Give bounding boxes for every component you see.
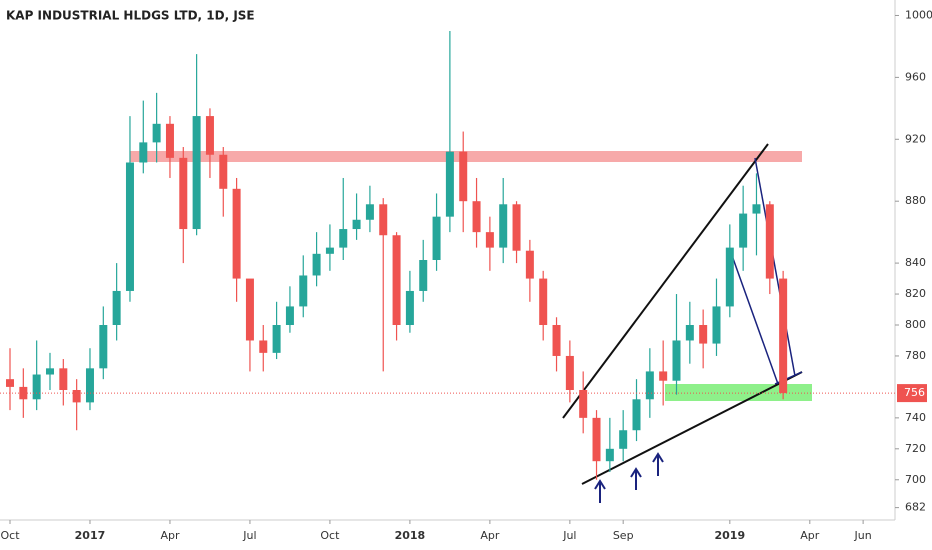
candle-body: [579, 390, 588, 418]
y-tick-label: 1000: [905, 8, 932, 21]
y-tick-label: 880: [905, 194, 926, 207]
candle-body: [632, 399, 641, 431]
candle-body: [552, 325, 561, 356]
x-tick-label: 2018: [395, 529, 426, 542]
y-tick-label: 820: [905, 287, 926, 300]
trend-line: [581, 371, 803, 485]
y-tick-label: 720: [905, 442, 926, 455]
candle-body: [139, 142, 148, 163]
candle-body: [659, 371, 668, 381]
candle-body: [672, 340, 681, 381]
candle-body: [312, 253, 321, 276]
candle-body: [419, 260, 428, 291]
candle-body: [245, 278, 254, 341]
candle-body: [365, 204, 374, 220]
chart-title: KAP INDUSTRIAL HLDGS LTD, 1D, JSE: [6, 9, 255, 23]
candle-body: [32, 374, 41, 400]
candle-body: [6, 379, 14, 387]
candle-body: [205, 116, 214, 155]
x-tick-label: Apr: [480, 529, 500, 542]
pattern-line: [754, 157, 796, 377]
candle-body: [485, 232, 494, 248]
candle-body: [392, 235, 401, 325]
y-tick-label: 920: [905, 132, 926, 145]
candle-body: [432, 216, 441, 260]
candle-body: [405, 290, 414, 325]
pattern-line: [729, 249, 779, 385]
candle-body: [125, 162, 134, 291]
x-tick-label: 2019: [715, 529, 746, 542]
candle-body: [712, 306, 721, 344]
x-tick-label: Apr: [160, 529, 180, 542]
candle-body: [459, 151, 468, 202]
last-price-label: 756: [904, 386, 925, 399]
candle-body: [499, 204, 508, 248]
x-tick-label: Jun: [854, 529, 872, 542]
candle-body: [512, 204, 521, 251]
x-tick-label: Oct: [320, 529, 340, 542]
candle-body: [619, 430, 628, 449]
y-tick-label: 780: [905, 349, 926, 362]
x-tick-label: 2017: [75, 529, 106, 542]
candle-body: [339, 229, 348, 248]
x-tick-label: Oct: [0, 529, 20, 542]
x-tick-label: Jul: [242, 529, 256, 542]
candle-body: [445, 151, 454, 217]
candle-body: [259, 340, 268, 353]
candle-body: [99, 325, 108, 369]
candle-body: [699, 325, 708, 344]
y-tick-label: 800: [905, 318, 926, 331]
candle-body: [272, 325, 281, 353]
candle-body: [752, 204, 761, 214]
candle-body: [232, 188, 241, 279]
candle-body: [112, 290, 121, 325]
candle-body: [325, 247, 334, 254]
candle-body: [45, 368, 54, 375]
candle-body: [219, 154, 228, 189]
candle-body: [192, 116, 201, 230]
arrows: [594, 452, 664, 503]
candle-body: [539, 278, 548, 325]
candle-body: [645, 371, 654, 400]
y-tick-label: 960: [905, 70, 926, 83]
y-tick-label: 700: [905, 473, 926, 486]
x-tick-label: Apr: [800, 529, 820, 542]
candle-body: [85, 368, 94, 403]
candle-body: [472, 201, 481, 233]
candle-body: [765, 204, 774, 279]
x-tick-label: Jul: [562, 529, 576, 542]
candle-body: [685, 325, 694, 341]
candles: [6, 30, 788, 480]
candle-body: [605, 448, 614, 462]
candle-body: [285, 306, 294, 325]
candle-body: [725, 247, 734, 307]
x-tick-label: Sep: [613, 529, 634, 542]
candle-body: [299, 275, 308, 307]
support-zone: [665, 384, 812, 401]
candle-body: [179, 157, 188, 230]
y-tick-label: 682: [905, 501, 926, 514]
candle-body: [72, 390, 81, 403]
candle-body: [565, 355, 574, 390]
candle-body: [352, 219, 361, 230]
last-price-box: [897, 384, 927, 403]
candle-body: [19, 386, 28, 400]
y-tick-label: 840: [905, 256, 926, 269]
candle-body: [59, 368, 68, 390]
trend-line: [562, 143, 769, 419]
candle-body: [379, 204, 388, 236]
candle-body: [525, 250, 534, 279]
candle-body: [779, 278, 788, 394]
candle-body: [739, 213, 748, 248]
y-tick-label: 740: [905, 411, 926, 424]
candle-body: [592, 417, 601, 462]
candle-body: [165, 123, 174, 158]
candle-body: [152, 123, 161, 143]
